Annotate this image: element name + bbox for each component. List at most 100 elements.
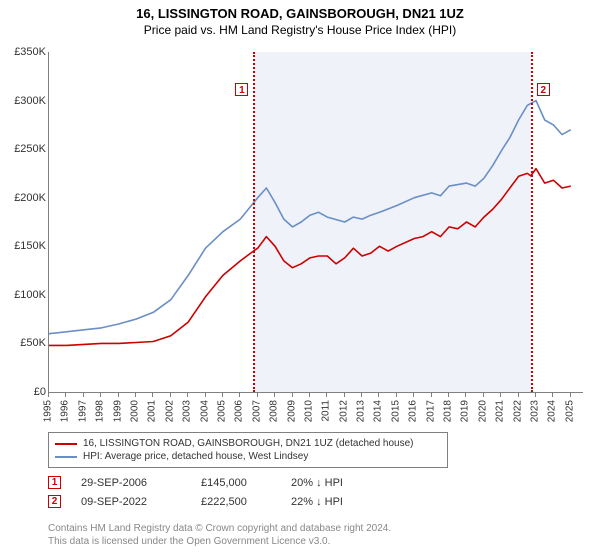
x-tick-label: 2008 — [269, 400, 280, 422]
x-tick-mark — [83, 392, 84, 397]
x-tick-mark — [396, 392, 397, 397]
event-row: 1 29-SEP-2006£145,00020% ↓ HPI — [48, 476, 391, 489]
event-row: 2 09-SEP-2022£222,50022% ↓ HPI — [48, 495, 391, 508]
x-tick-mark — [222, 392, 223, 397]
x-tick-mark — [187, 392, 188, 397]
x-tick-mark — [518, 392, 519, 397]
x-tick-mark — [344, 392, 345, 397]
event-line — [253, 52, 255, 392]
x-tick-mark — [413, 392, 414, 397]
x-tick-mark — [500, 392, 501, 397]
event-marker-box: 1 — [48, 476, 61, 489]
x-tick-label: 1995 — [43, 400, 54, 422]
y-tick-label: £100K — [14, 289, 46, 301]
y-tick-label: £0 — [34, 386, 46, 398]
series-hpi — [49, 101, 571, 334]
x-tick-mark — [465, 392, 466, 397]
x-tick-mark — [292, 392, 293, 397]
page-subtitle: Price paid vs. HM Land Registry's House … — [0, 21, 600, 43]
x-tick-mark — [431, 392, 432, 397]
x-tick-label: 2007 — [251, 400, 262, 422]
x-tick-label: 2000 — [129, 400, 140, 422]
x-tick-label: 2017 — [425, 400, 436, 422]
y-tick-label: £150K — [14, 240, 46, 252]
x-tick-label: 2024 — [547, 400, 558, 422]
x-tick-mark — [361, 392, 362, 397]
series-price_paid — [49, 169, 571, 346]
x-tick-label: 2020 — [477, 400, 488, 422]
x-tick-label: 1996 — [60, 400, 71, 422]
x-tick-label: 2002 — [164, 400, 175, 422]
x-tick-label: 1997 — [77, 400, 88, 422]
legend-swatch — [55, 443, 77, 445]
x-tick-mark — [535, 392, 536, 397]
legend-label: 16, LISSINGTON ROAD, GAINSBOROUGH, DN21 … — [83, 438, 413, 449]
y-tick-label: £300K — [14, 95, 46, 107]
legend-label: HPI: Average price, detached house, West… — [83, 451, 308, 462]
y-tick-label: £250K — [14, 143, 46, 155]
x-tick-label: 2001 — [147, 400, 158, 422]
chart-svg — [49, 52, 583, 392]
x-tick-mark — [135, 392, 136, 397]
x-tick-label: 1999 — [112, 400, 123, 422]
x-tick-mark — [570, 392, 571, 397]
legend: 16, LISSINGTON ROAD, GAINSBOROUGH, DN21 … — [48, 432, 448, 468]
page-title: 16, LISSINGTON ROAD, GAINSBOROUGH, DN21 … — [0, 0, 600, 21]
x-tick-label: 2015 — [390, 400, 401, 422]
x-tick-label: 2011 — [321, 400, 332, 422]
y-tick-label: £200K — [14, 192, 46, 204]
event-marker-box: 2 — [48, 495, 61, 508]
x-tick-label: 2006 — [234, 400, 245, 422]
x-tick-label: 2014 — [373, 400, 384, 422]
x-tick-mark — [152, 392, 153, 397]
x-tick-label: 2016 — [408, 400, 419, 422]
y-tick-label: £350K — [14, 46, 46, 58]
x-tick-label: 2019 — [460, 400, 471, 422]
event-line — [531, 52, 533, 392]
y-tick-label: £50K — [20, 337, 46, 349]
x-tick-label: 2012 — [338, 400, 349, 422]
x-tick-mark — [170, 392, 171, 397]
x-tick-mark — [257, 392, 258, 397]
x-tick-mark — [48, 392, 49, 397]
event-price: £222,500 — [201, 496, 291, 508]
x-tick-label: 2023 — [530, 400, 541, 422]
event-price: £145,000 — [201, 477, 291, 489]
x-tick-label: 2009 — [286, 400, 297, 422]
x-tick-mark — [205, 392, 206, 397]
x-tick-mark — [239, 392, 240, 397]
x-tick-label: 2018 — [443, 400, 454, 422]
x-tick-label: 2010 — [303, 400, 314, 422]
x-tick-label: 2013 — [356, 400, 367, 422]
x-tick-label: 2005 — [216, 400, 227, 422]
event-date: 09-SEP-2022 — [81, 496, 201, 508]
event-delta: 22% ↓ HPI — [291, 496, 391, 508]
footnote: Contains HM Land Registry data © Crown c… — [48, 522, 391, 548]
x-tick-label: 2004 — [199, 400, 210, 422]
x-tick-mark — [378, 392, 379, 397]
footnote-line: This data is licensed under the Open Gov… — [48, 535, 391, 548]
event-marker-1: 1 — [235, 83, 248, 96]
x-tick-label: 2021 — [495, 400, 506, 422]
x-tick-mark — [274, 392, 275, 397]
x-tick-label: 1998 — [95, 400, 106, 422]
x-tick-mark — [483, 392, 484, 397]
x-tick-mark — [552, 392, 553, 397]
x-tick-mark — [65, 392, 66, 397]
legend-item: HPI: Average price, detached house, West… — [55, 450, 441, 463]
event-date: 29-SEP-2006 — [81, 477, 201, 489]
chart-plot-area: 12 — [48, 52, 583, 393]
events-table: 1 29-SEP-2006£145,00020% ↓ HPI 2 09-SEP-202… — [48, 476, 391, 514]
footnote-line: Contains HM Land Registry data © Crown c… — [48, 522, 391, 535]
x-tick-mark — [448, 392, 449, 397]
legend-swatch — [55, 456, 77, 458]
x-tick-mark — [326, 392, 327, 397]
x-tick-label: 2003 — [182, 400, 193, 422]
x-tick-label: 2025 — [564, 400, 575, 422]
event-marker-2: 2 — [537, 83, 550, 96]
x-tick-label: 2022 — [512, 400, 523, 422]
x-tick-mark — [309, 392, 310, 397]
legend-item: 16, LISSINGTON ROAD, GAINSBOROUGH, DN21 … — [55, 437, 441, 450]
event-delta: 20% ↓ HPI — [291, 477, 391, 489]
x-tick-mark — [100, 392, 101, 397]
